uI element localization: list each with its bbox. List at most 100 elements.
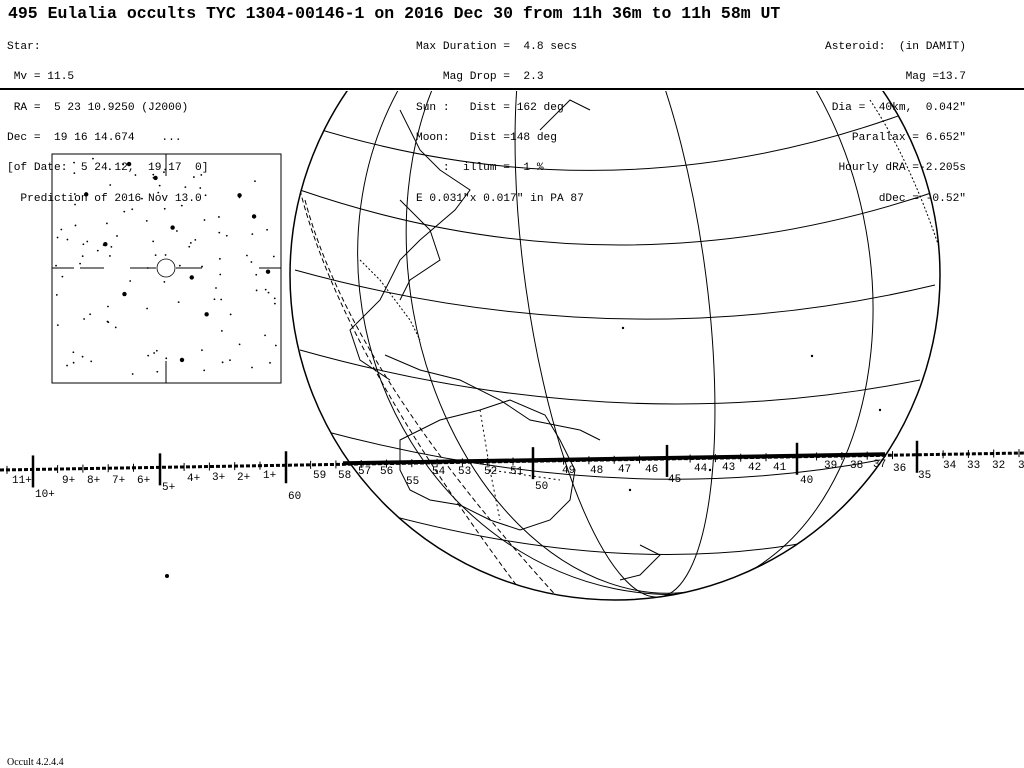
star-dot: [229, 313, 232, 316]
star-dot: [61, 275, 64, 278]
star-dot: [219, 273, 222, 276]
star-dot: [194, 239, 197, 241]
path-time-label: 11+: [12, 475, 32, 487]
path-time-label: 10+: [35, 489, 55, 501]
target-star-circle: [156, 258, 176, 278]
star-dot: [56, 236, 59, 239]
event-line: Moon: Dist =148 deg: [416, 132, 557, 145]
asteroid-line: dDec = -0.52": [878, 192, 966, 205]
star-dot: [106, 320, 109, 323]
path-time-label: 51: [510, 466, 524, 478]
star-dot: [156, 370, 159, 373]
asteroid-line: Mag =13.7: [905, 71, 966, 84]
star-dot: [221, 361, 224, 364]
star-dot: [265, 269, 271, 274]
path-time-label: 46: [645, 464, 658, 476]
star-dot: [264, 288, 267, 291]
star-dot: [72, 351, 75, 354]
star-dot: [155, 349, 158, 352]
star-dot: [204, 312, 209, 317]
star-dot: [92, 157, 94, 160]
star-dot: [103, 242, 108, 247]
star-dot: [251, 233, 254, 236]
star-line: Star:: [7, 41, 41, 54]
star-dot: [201, 349, 203, 352]
star-dot: [105, 222, 108, 225]
path-time-label: 49: [562, 465, 575, 477]
star-dot: [83, 192, 89, 197]
path-time-label: 54: [432, 466, 446, 478]
star-dot: [131, 208, 134, 211]
star-dot: [55, 294, 58, 296]
path-time-label: 7+: [112, 475, 125, 487]
finder-chart: [51, 153, 282, 384]
star-dot: [55, 264, 57, 267]
star-dot: [178, 264, 181, 267]
path-time-label: 56: [380, 466, 393, 478]
star-dot: [264, 334, 266, 337]
star-field: [55, 157, 277, 375]
star-dot: [164, 254, 167, 256]
star-dot: [203, 369, 206, 372]
star-dot: [153, 352, 156, 354]
path-time-label: 58: [338, 470, 351, 482]
page-title: 495 Eulalia occults TYC 1304-00146-1 on …: [8, 4, 781, 23]
star-dot: [152, 240, 155, 243]
star-dot: [86, 240, 89, 243]
path-time-label: 1+: [263, 470, 276, 482]
star-dot: [213, 298, 216, 301]
star-dot: [158, 184, 161, 187]
version-label: Occult 4.2.4.4: [7, 757, 64, 768]
star-dot: [201, 265, 203, 268]
star-dot: [274, 344, 277, 347]
path-time-label: 37: [873, 459, 886, 471]
star-dot: [126, 161, 132, 167]
path-time-label: 55: [406, 476, 419, 488]
path-time-label: 33: [967, 460, 980, 472]
path-time-label: 36: [893, 463, 906, 475]
path-time-label: 5+: [162, 482, 175, 494]
path-time-label: 50: [535, 481, 548, 493]
path-time-label: 53: [458, 466, 471, 478]
star-dot: [107, 305, 109, 308]
star-dot: [238, 343, 241, 346]
star-dot: [108, 168, 111, 171]
star-dot: [89, 313, 92, 316]
star-dot: [266, 228, 268, 231]
star-dot: [254, 180, 256, 183]
star-dot: [237, 193, 242, 198]
star-dot: [157, 191, 160, 194]
star-dot: [83, 318, 86, 320]
path-time-label: 8+: [87, 475, 100, 487]
star-dot: [152, 176, 155, 179]
star-dot: [193, 176, 195, 178]
path-time-label: 38: [850, 460, 863, 472]
star-dot: [204, 194, 207, 197]
star-line: RA = 5 23 10.9250 (J2000): [7, 101, 189, 114]
path-time-label: 34: [943, 460, 957, 472]
star-dot: [273, 302, 276, 305]
star-dot: [251, 366, 253, 369]
star-dot: [165, 357, 168, 360]
star-dot: [82, 243, 85, 246]
star-dot: [203, 219, 206, 221]
path-time-label: 48: [590, 465, 603, 477]
star-dot: [116, 235, 118, 237]
star-line: Dec = 19 16 14.674 ...: [7, 132, 182, 145]
star-dot: [218, 216, 220, 218]
star-dot: [175, 230, 178, 232]
asteroid-info: Asteroid: (in DAMIT) Mag =13.7 Dia = 40k…: [825, 22, 966, 214]
event-line: E 0.031"x 0.017" in PA 87: [416, 192, 584, 205]
star-dot: [146, 267, 149, 269]
star-dot: [229, 359, 231, 362]
event-info: Max Duration = 4.8 secs Mag Drop = 2.3 S…: [416, 22, 584, 214]
star-dot: [218, 257, 221, 260]
star-dot: [199, 187, 202, 189]
star-dot: [200, 174, 203, 176]
star-dot: [255, 289, 258, 292]
islands: [621, 326, 882, 492]
star-dot: [267, 291, 270, 294]
star-dot: [90, 360, 93, 363]
asteroid-line: Asteroid: (in DAMIT): [825, 41, 966, 54]
star-dot: [66, 238, 69, 241]
